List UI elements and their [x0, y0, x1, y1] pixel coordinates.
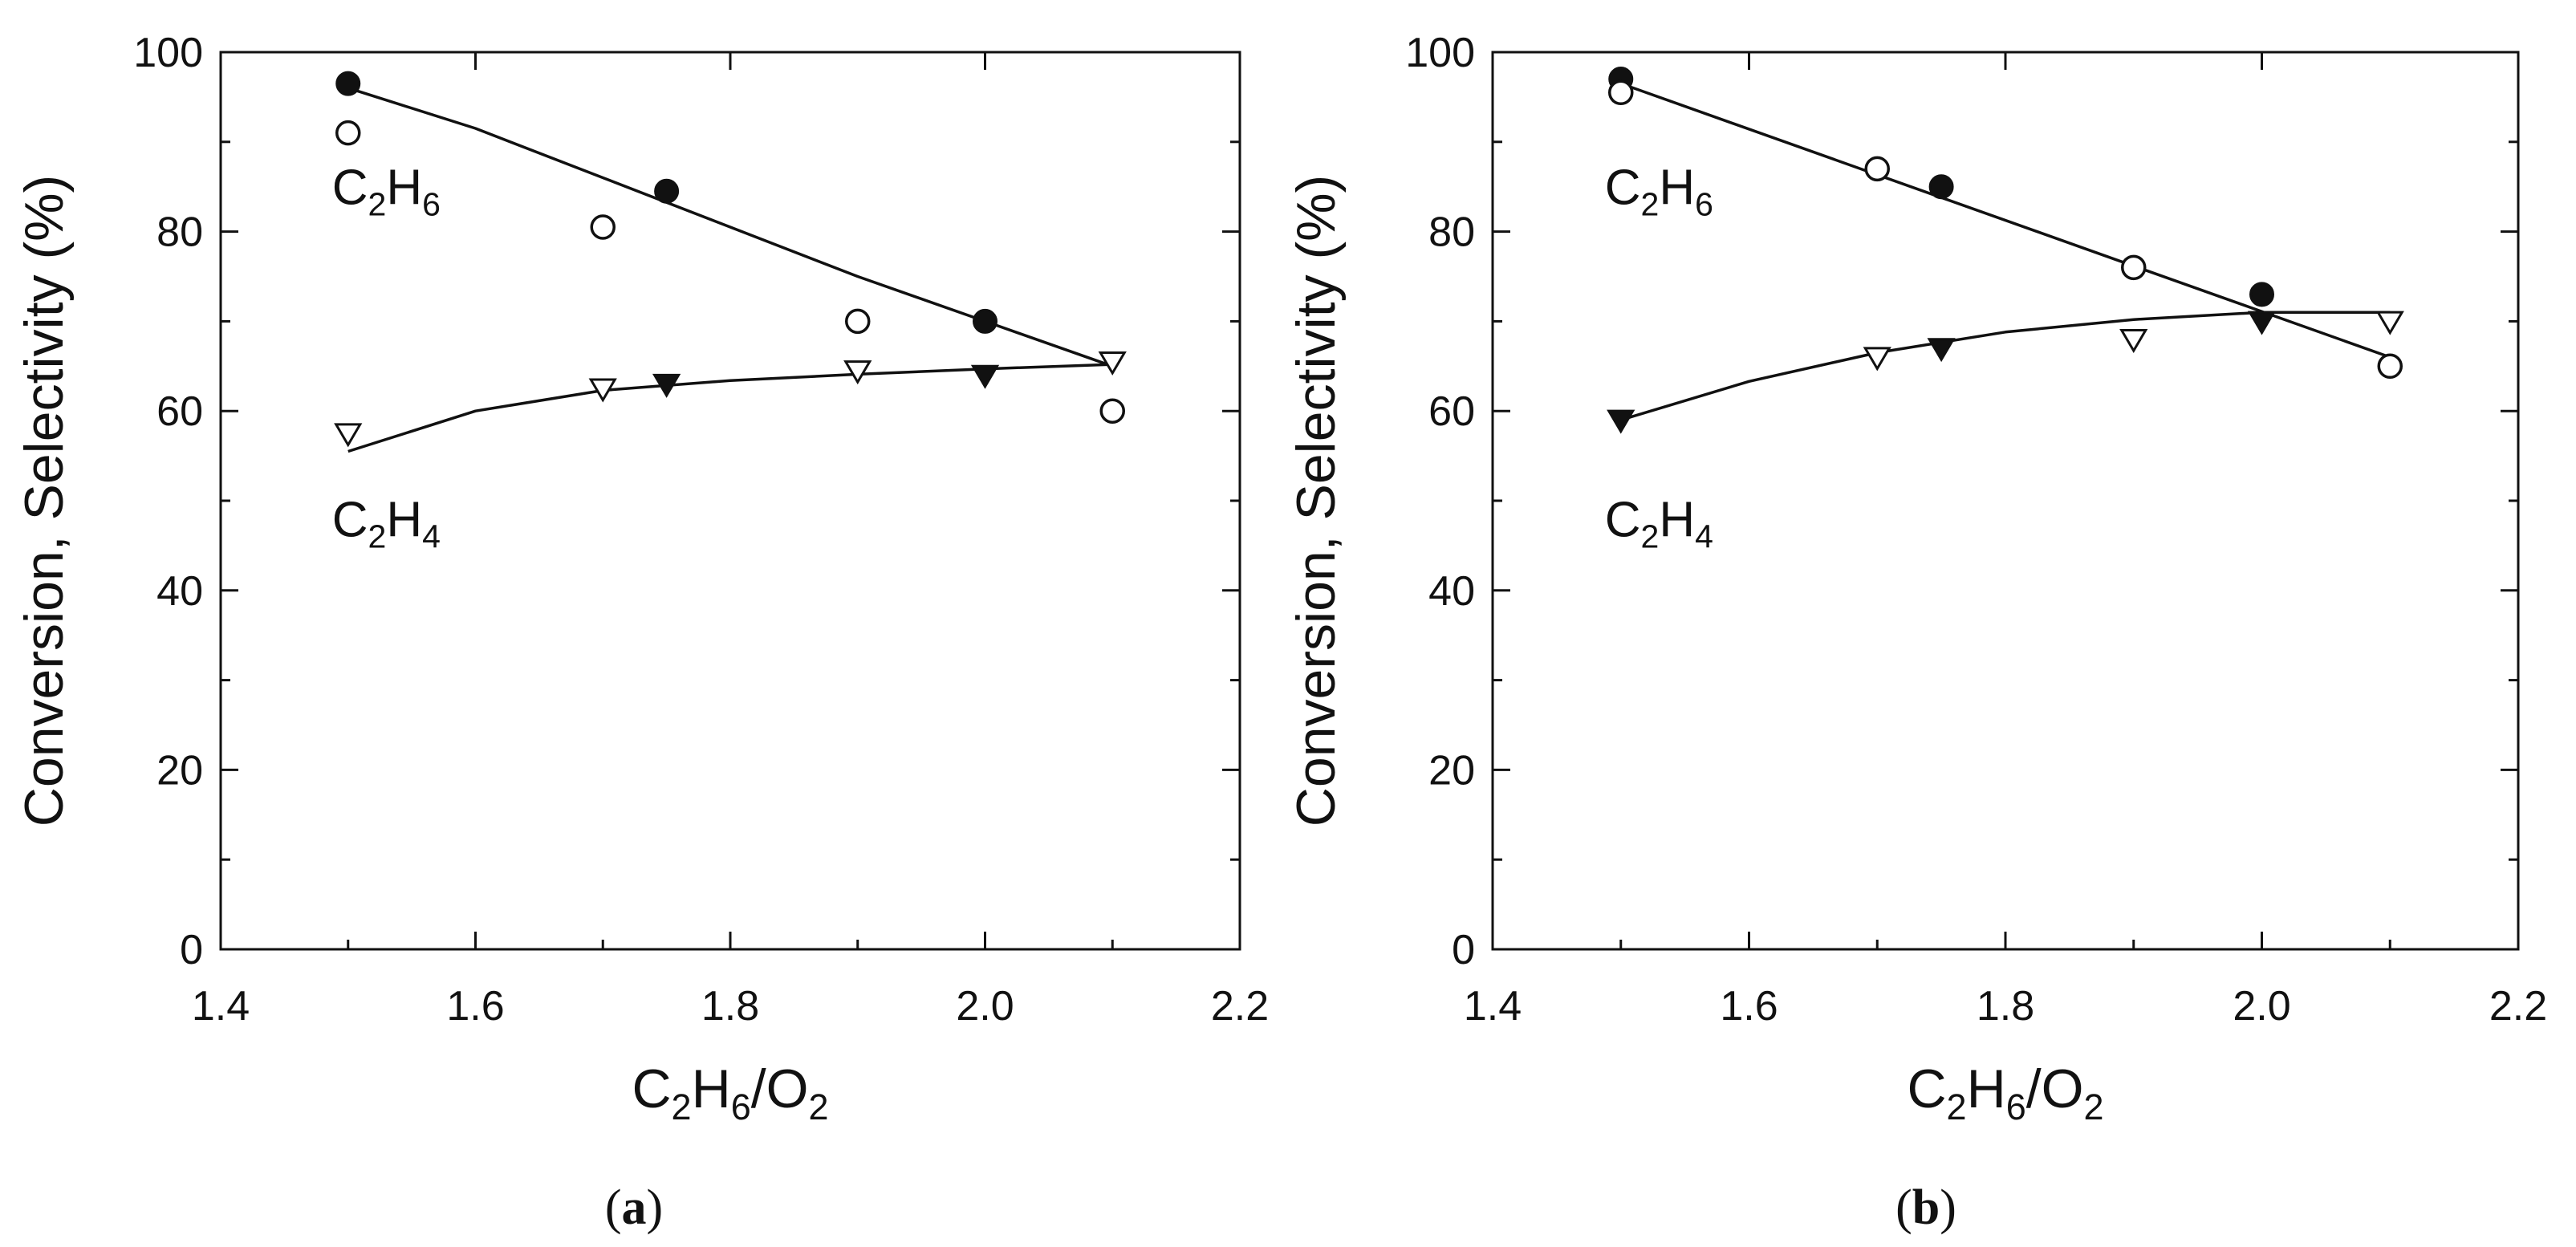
y-tick-label: 0 — [1452, 927, 1475, 973]
y-tick-label: 100 — [1405, 30, 1475, 76]
data-point-open-triangle-down — [334, 423, 363, 448]
fit-line — [347, 363, 1113, 453]
data-point-open-circle — [590, 214, 616, 240]
y-tick-label: 60 — [1428, 388, 1475, 435]
data-point-open-triangle-down — [843, 360, 872, 385]
y-tick-label: 80 — [1428, 209, 1475, 256]
data-point-filled-triangle-down — [652, 373, 681, 398]
y-axis-label: Conversion, Selectivity (%) — [14, 175, 75, 827]
panel-label: (a) — [605, 1180, 663, 1235]
y-tick-label: 60 — [156, 388, 203, 435]
x-tick-label: 1.6 — [446, 983, 504, 1030]
panel-label: (b) — [1895, 1180, 1956, 1235]
data-point-open-circle — [1099, 398, 1125, 424]
x-axis-label: C2H6/O2 — [1907, 1058, 2103, 1127]
y-tick-label: 40 — [156, 568, 203, 615]
x-tick-label: 2.2 — [2489, 983, 2547, 1030]
series-annotation: C2H6 — [1605, 160, 1713, 223]
data-point-filled-circle — [654, 178, 680, 204]
x-tick-label: 1.6 — [1720, 983, 1778, 1030]
x-axis-label: C2H6/O2 — [632, 1058, 828, 1127]
panel-b: 1.4 1.6 1.8 2.0 2.2 0 20 40 60 80 100 C2H6/O2 Conver… — [1286, 30, 2547, 1235]
data-point-filled-circle — [335, 71, 361, 96]
data-point-filled-circle — [2249, 282, 2274, 307]
panel-a: 1.4 1.6 1.8 2.0 2.2 0 20 40 60 80 100 C2H6/O2 Conver… — [14, 30, 1269, 1235]
data-point-open-triangle-down — [2375, 311, 2404, 335]
data-point-filled-triangle-down — [1607, 409, 1635, 434]
data-point-open-triangle-down — [1098, 351, 1127, 376]
series-annotation: C2H4 — [332, 492, 441, 554]
data-point-open-circle — [1608, 79, 1634, 106]
x-tick-label: 2.0 — [956, 983, 1014, 1030]
data-point-filled-circle — [1928, 174, 1954, 200]
x-tick-label: 1.8 — [1977, 983, 2034, 1030]
data-point-open-circle — [2377, 353, 2403, 380]
data-point-filled-triangle-down — [2247, 311, 2277, 335]
data-point-open-triangle-down — [2119, 329, 2148, 353]
y-tick-label: 20 — [156, 747, 203, 794]
x-tick-label: 1.4 — [1464, 983, 1522, 1030]
fit-line — [1620, 311, 2391, 422]
x-tick-label: 2.0 — [2233, 983, 2290, 1030]
x-tick-label: 2.2 — [1211, 983, 1269, 1030]
data-point-filled-triangle-down — [970, 364, 1000, 389]
y-tick-label: 40 — [1428, 568, 1475, 615]
series-annotation: C2H4 — [1605, 492, 1713, 554]
fit-line — [1620, 82, 2391, 359]
data-point-filled-triangle-down — [1927, 338, 1956, 363]
series-annotation: C2H6 — [332, 160, 441, 223]
data-point-open-triangle-down — [588, 378, 617, 403]
fit-line — [347, 87, 1113, 368]
y-axis-label: Conversion, Selectivity (%) — [1286, 175, 1347, 827]
data-point-open-circle — [335, 120, 361, 146]
y-tick-label: 80 — [156, 209, 203, 256]
x-tick-label: 1.8 — [701, 983, 759, 1030]
data-point-open-triangle-down — [1863, 347, 1891, 372]
data-point-open-circle — [2121, 254, 2147, 281]
y-tick-label: 0 — [180, 927, 203, 973]
y-tick-label: 20 — [1428, 747, 1475, 794]
data-point-open-circle — [1864, 156, 1890, 182]
data-point-filled-circle — [973, 308, 997, 334]
data-point-open-circle — [845, 308, 871, 335]
y-tick-label: 100 — [133, 30, 203, 76]
x-tick-label: 1.4 — [192, 983, 250, 1030]
